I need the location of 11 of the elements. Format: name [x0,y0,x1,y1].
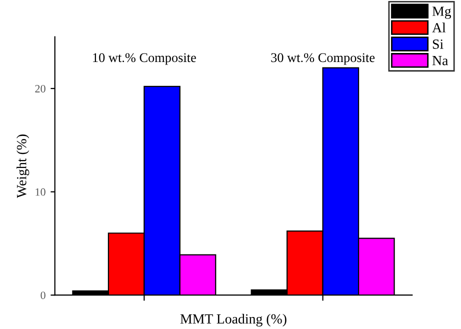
annotation: 30 wt.% Composite [271,53,375,65]
legend-label: Si [432,40,444,49]
y-tick-label: 0 [40,292,46,300]
annotation: 10 wt.% Composite [93,53,196,65]
legend-label: Na [432,56,448,66]
y-tick-label: 10 [36,188,46,196]
legend-label: Mg [432,6,452,19]
y-tick-label: 20 [35,84,46,92]
x-axis-title: MMT Loading (%) [180,314,286,326]
legend-label: Al [432,22,446,32]
y-axis-title: Weight (%) [16,134,30,198]
